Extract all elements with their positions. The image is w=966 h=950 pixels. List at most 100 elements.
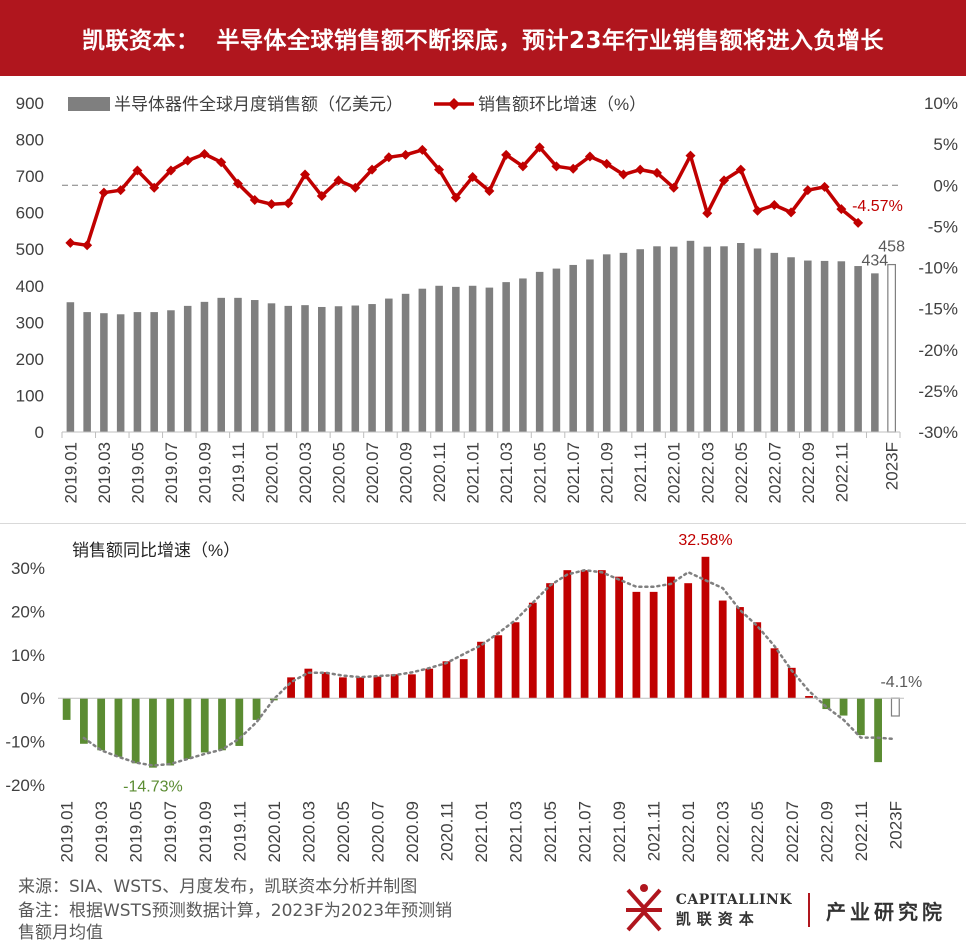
y-left-tick-label: 300 (16, 313, 44, 332)
sales-bar (602, 254, 611, 432)
sales-bar (435, 285, 443, 432)
x-tick-label: 2021.11 (645, 801, 664, 861)
yoy-bar (856, 698, 865, 736)
x-tick-label: 2019.09 (196, 801, 215, 862)
yoy-bar (166, 698, 175, 766)
mom-point-marker (316, 190, 327, 201)
divider (0, 523, 966, 524)
forecast-yoy-label: -4.1% (880, 674, 922, 691)
sales-bar (787, 257, 795, 432)
mom-point-marker (601, 158, 612, 169)
mom-point-marker (635, 164, 646, 175)
mom-point-marker (484, 186, 495, 197)
last-mom-label: -4.57% (852, 198, 903, 215)
source-note: 来源：SIA、WSTS、月度发布，凯联资本分析并制图 (18, 877, 418, 897)
x-tick-label: 2019.11 (229, 442, 248, 502)
yoy-bar (563, 570, 572, 699)
y-left-tick-label: 900 (16, 94, 44, 113)
yoy-bar (114, 698, 123, 757)
legend-line-label: 销售额环比增速（%） (478, 95, 646, 114)
yoy-bar (304, 668, 313, 699)
x-tick-label: 2022.03 (714, 801, 733, 862)
mom-point-marker (232, 178, 243, 189)
yoy-bar (597, 570, 606, 699)
sales-bar (837, 261, 846, 432)
x-tick-label: 2022.11 (832, 442, 851, 502)
y-right-tick-label: -30% (918, 423, 958, 442)
yoy-bar (183, 698, 192, 759)
sales-bar (418, 288, 427, 432)
mom-point-marker (853, 217, 864, 228)
x-tick-label: 2022.01 (665, 442, 684, 503)
x-tick-label: 2021.09 (598, 442, 617, 503)
y-left-tick-label: 0 (35, 423, 44, 442)
yoy-bar (235, 698, 244, 746)
y-left-tick-label: 700 (16, 167, 44, 186)
y-right-tick-label: -10% (918, 259, 958, 278)
y-tick-label: 30% (11, 559, 45, 578)
yoy-bar (218, 698, 226, 751)
y-right-tick-label: 10% (924, 94, 958, 113)
x-tick-label: 2021.03 (507, 801, 526, 862)
x-tick-label: 2021.05 (531, 442, 550, 503)
mom-point-marker (350, 182, 361, 193)
sales-bar (351, 305, 360, 432)
mom-point-marker (165, 165, 176, 176)
y-tick-label: 10% (11, 646, 45, 665)
sales-bar (552, 268, 561, 432)
yoy-bar (753, 622, 762, 699)
yoy-bar (770, 648, 779, 699)
mom-point-marker (802, 185, 813, 196)
mom-point-marker (300, 169, 311, 180)
x-tick-label: 2021.07 (576, 801, 595, 862)
remark-line-1: 备注：根据WSTS预测数据计算，2023F为2023年预测销 (18, 901, 453, 921)
x-tick-label: 2020.09 (397, 442, 416, 503)
x-tick-label: 2022.11 (852, 801, 871, 861)
sales-bar (703, 246, 712, 432)
y-left-tick-label: 200 (16, 350, 44, 369)
x-tick-label: 2021.05 (541, 801, 560, 862)
logo-chinese: 凯联资本 (675, 909, 760, 928)
mom-point-marker (618, 169, 629, 180)
y-right-tick-label: -15% (918, 300, 958, 319)
y-left-tick-label: 100 (16, 386, 44, 405)
mom-point-marker (819, 181, 830, 192)
yoy-bar (511, 622, 520, 699)
x-tick-label: 2019.03 (95, 442, 114, 503)
legend-bar-swatch (68, 97, 110, 111)
y-left-tick-label: 500 (16, 240, 44, 259)
sales-bar (753, 248, 762, 432)
yoy-bar (632, 591, 641, 699)
mom-point-marker (668, 182, 679, 193)
mom-point-marker (400, 149, 411, 160)
x-tick-label: 2022.03 (698, 442, 717, 503)
x-tick-label: 2019.07 (161, 801, 180, 862)
x-tick-label: 2020.05 (330, 442, 349, 503)
yoy-bar (97, 698, 106, 751)
mom-point-marker (367, 164, 378, 175)
mom-point-marker (283, 198, 294, 209)
yoy-bar (321, 672, 330, 699)
yoy-bar (839, 698, 848, 716)
x-tick-label: 2021.09 (610, 801, 629, 862)
yoy-bar (252, 698, 261, 720)
trend-line (82, 568, 897, 767)
x-tick-label: 2022.07 (765, 442, 784, 503)
sales-bar (250, 300, 259, 432)
x-tick-label: 2020.03 (299, 801, 318, 862)
yoy-bar (874, 698, 882, 763)
sales-bar (770, 252, 779, 432)
sales-bar (167, 310, 175, 432)
sales-bar (468, 285, 477, 432)
max-yoy-label: 32.58% (678, 532, 732, 549)
x-tick-label: 2020.07 (363, 442, 382, 503)
y-left-tick-label: 400 (16, 277, 44, 296)
sales-bar (720, 246, 728, 432)
capitallink-logo: CAPITALLINK 凯联资本 产业研究院 (620, 882, 946, 938)
sales-bar (804, 260, 812, 432)
header-banner: 凯联资本： 半导体全球销售额不断探底，预计23年行业销售额将进入负增长 (0, 0, 966, 76)
y-right-tick-label: -5% (928, 217, 958, 236)
mom-point-marker (450, 192, 461, 203)
mom-point-marker (266, 199, 277, 210)
sales-bar (737, 243, 745, 432)
